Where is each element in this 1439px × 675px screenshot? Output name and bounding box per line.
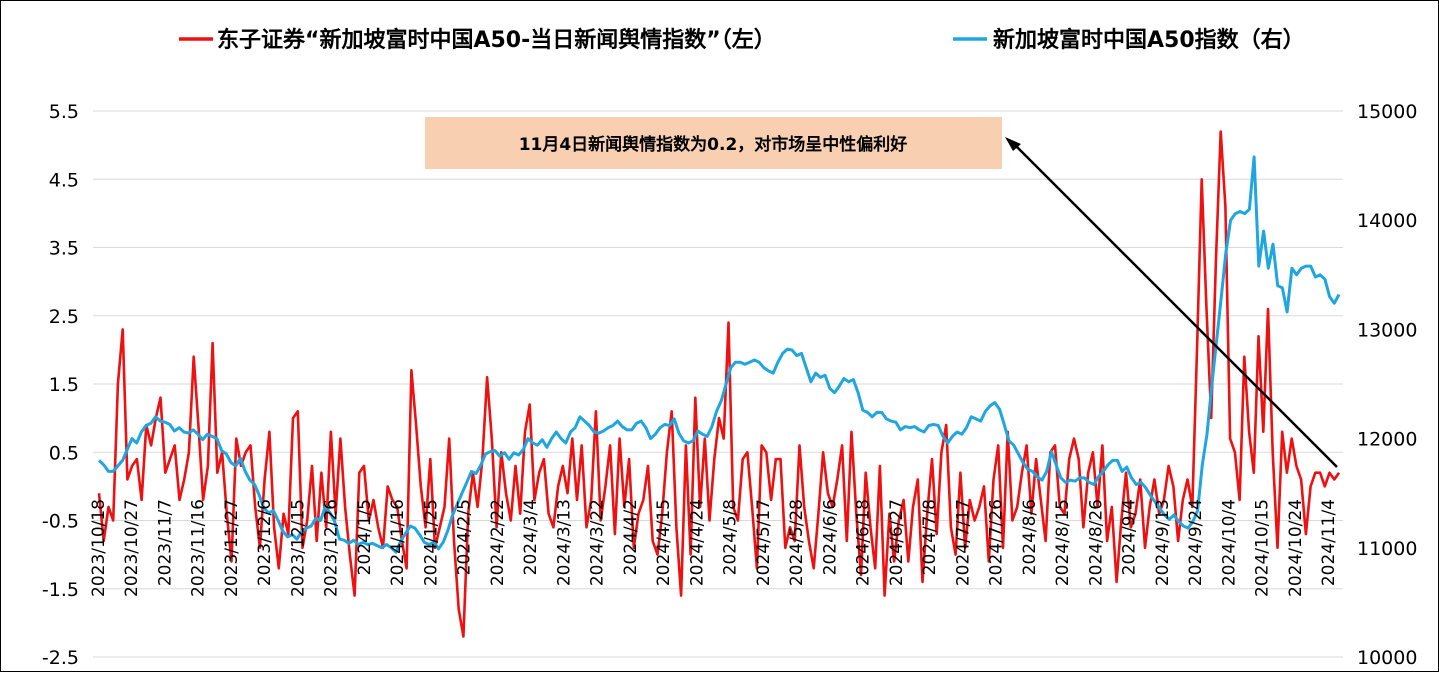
x-tick-label-7: 2023/12/26: [322, 499, 342, 597]
x-tick-label-27: 2024/7/26: [987, 499, 1007, 586]
annotation-box: [425, 117, 1002, 169]
x-tick-label-26: 2024/7/17: [953, 499, 973, 586]
series-layer: [97, 130, 1341, 638]
annotation-text: 11月4日新闻舆情指数为0.2，对市场呈中性偏利好: [519, 134, 908, 155]
series-line-1: [97, 155, 1341, 554]
left-tick-label-6: 3.5: [49, 238, 79, 260]
x-tick-label-20: 2024/5/17: [754, 499, 774, 586]
x-tick-label-29: 2024/8/15: [1053, 499, 1073, 586]
x-tick-label-32: 2024/9/13: [1153, 499, 1173, 586]
x-tick-label-21: 2024/5/28: [787, 499, 807, 586]
left-tick-label-1: -1.5: [42, 579, 79, 601]
x-axis-ticks: 2023/10/18 2023/10/27 2023/11/7 2023/11/16 2…: [89, 499, 1339, 597]
right-tick-label-1: 11000: [1357, 538, 1417, 560]
x-tick-label-22: 2024/6/6: [820, 499, 840, 575]
x-tick-label-12: 2024/2/22: [488, 499, 508, 586]
x-tick-label-6: 2023/12/15: [289, 499, 309, 597]
x-tick-label-1: 2023/10/27: [122, 499, 142, 597]
x-tick-label-4: 2023/11/27: [222, 499, 242, 597]
left-tick-label-3: 0.5: [49, 442, 79, 464]
x-tick-label-3: 2023/11/16: [189, 499, 209, 597]
x-tick-label-16: 2024/4/2: [621, 499, 641, 575]
x-tick-label-2: 2023/11/7: [156, 499, 176, 586]
right-tick-label-4: 14000: [1357, 210, 1417, 232]
annotation-arrow-head: [1005, 137, 1021, 151]
x-tick-label-33: 2024/9/24: [1186, 499, 1206, 586]
x-tick-label-15: 2024/3/22: [588, 499, 608, 586]
left-tick-label-8: 5.5: [49, 101, 79, 123]
left-axis-ticks: -2.5 -1.5 -0.5 0.5 1.5 2.5 3.5 4.5 5.5: [42, 101, 79, 669]
x-tick-label-19: 2024/5/8: [721, 499, 741, 575]
x-tick-label-24: 2024/6/27: [887, 499, 907, 586]
legend: 东子证券“新加坡富时中国A50-当日新闻舆情指数”（左） 新加坡富时中国A50指…: [179, 27, 1305, 53]
x-tick-label-10: 2024/1/25: [421, 499, 441, 586]
x-tick-label-34: 2024/10/4: [1219, 499, 1239, 586]
x-tick-label-31: 2024/9/4: [1120, 499, 1140, 575]
right-axis-ticks: 10000 11000 12000 13000 14000 15000: [1357, 101, 1417, 669]
x-tick-label-25: 2024/7/8: [920, 499, 940, 575]
x-tick-label-17: 2024/4/15: [654, 499, 674, 586]
x-tick-label-14: 2024/3/13: [554, 499, 574, 586]
x-tick-label-8: 2024/1/5: [355, 499, 375, 575]
x-tick-label-5: 2023/12/6: [255, 499, 275, 586]
legend-label-a50: 新加坡富时中国A50指数（右）: [993, 27, 1305, 53]
x-tick-label-35: 2024/10/15: [1253, 499, 1273, 597]
x-tick-label-23: 2024/6/18: [854, 499, 874, 586]
x-tick-label-13: 2024/3/4: [521, 499, 541, 575]
x-tick-label-11: 2024/2/5: [455, 499, 475, 575]
left-tick-label-4: 1.5: [49, 374, 79, 396]
right-tick-label-0: 10000: [1357, 647, 1417, 669]
x-tick-label-18: 2024/4/24: [687, 499, 707, 586]
annotation-arrow-line: [1012, 142, 1338, 468]
x-tick-label-30: 2024/8/26: [1086, 499, 1106, 586]
left-tick-label-2: -0.5: [42, 511, 79, 533]
right-tick-label-5: 15000: [1357, 101, 1417, 123]
right-tick-label-3: 13000: [1357, 319, 1417, 341]
x-tick-label-37: 2024/11/4: [1319, 499, 1339, 586]
x-tick-label-28: 2024/8/6: [1020, 499, 1040, 575]
left-tick-label-7: 4.5: [49, 169, 79, 191]
left-tick-label-5: 2.5: [49, 306, 79, 328]
right-tick-label-2: 12000: [1357, 429, 1417, 451]
annotation: 11月4日新闻舆情指数为0.2，对市场呈中性偏利好: [425, 117, 1338, 468]
legend-label-sentiment: 东子证券“新加坡富时中国A50-当日新闻舆情指数”（左）: [217, 27, 776, 53]
left-tick-label-0: -2.5: [42, 647, 79, 669]
x-tick-label-36: 2024/10/24: [1286, 499, 1306, 597]
x-tick-label-0: 2023/10/18: [89, 499, 109, 597]
x-tick-label-9: 2024/1/16: [388, 499, 408, 586]
